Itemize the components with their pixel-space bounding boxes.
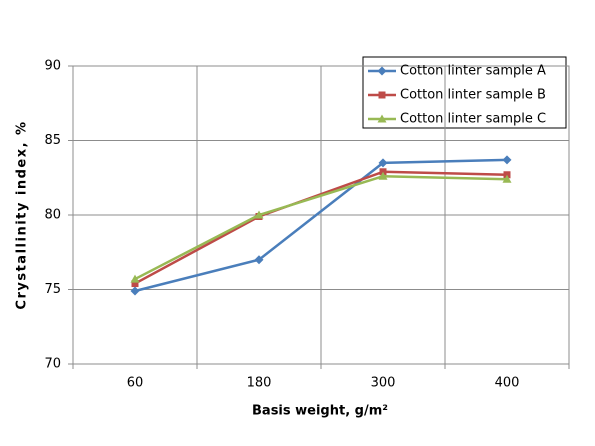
legend-marker bbox=[378, 91, 386, 99]
marker bbox=[254, 210, 264, 219]
y-tick-label: 90 bbox=[44, 59, 61, 74]
y-axis-label: Crystallinity index, % bbox=[15, 120, 30, 309]
marker bbox=[131, 280, 139, 288]
x-tick-label: 60 bbox=[127, 376, 144, 391]
x-axis-label: Basis weight, g/m² bbox=[252, 404, 388, 419]
legend-label: Cotton linter sample A bbox=[400, 64, 546, 79]
marker bbox=[130, 286, 140, 296]
series-line bbox=[134, 170, 508, 285]
y-tick-label: 75 bbox=[44, 282, 61, 297]
legend-box bbox=[362, 56, 567, 129]
x-tick-label: 400 bbox=[495, 376, 520, 391]
series-line bbox=[134, 158, 508, 293]
legend-label: Cotton linter sample B bbox=[400, 88, 546, 103]
marker bbox=[378, 171, 388, 180]
marker bbox=[502, 155, 512, 165]
legend-marker bbox=[377, 66, 387, 76]
series-line bbox=[134, 175, 508, 281]
x-tick-label: 300 bbox=[371, 376, 396, 391]
legend-marker bbox=[377, 114, 387, 123]
legend-label: Cotton linter sample C bbox=[400, 112, 546, 127]
x-tick-label: 180 bbox=[247, 376, 272, 391]
marker bbox=[130, 274, 140, 283]
marker bbox=[378, 158, 388, 168]
y-tick-label: 80 bbox=[44, 208, 61, 223]
y-tick-label: 85 bbox=[44, 133, 61, 148]
y-tick-label: 70 bbox=[44, 357, 61, 372]
marker bbox=[254, 255, 264, 265]
marker bbox=[502, 174, 512, 183]
